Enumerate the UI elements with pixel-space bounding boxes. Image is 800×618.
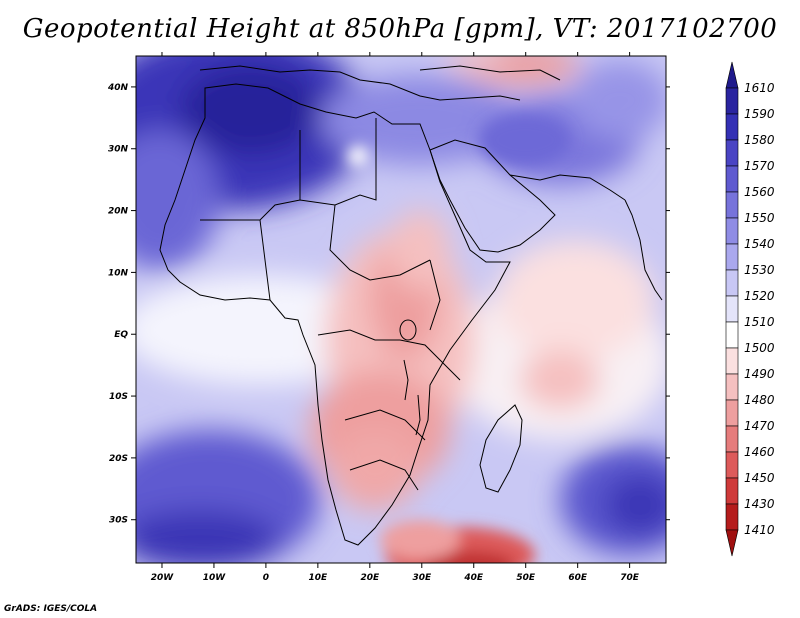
y-tick-label: 10S: [109, 392, 128, 402]
colorbar-swatch: [725, 243, 739, 271]
colorbar-swatch: [725, 503, 739, 531]
x-tick-label: 20W: [151, 573, 175, 583]
chart-title: Geopotential Height at 850hPa [gpm], VT:…: [22, 14, 778, 44]
map-frame: [135, 55, 667, 564]
x-tick-label: 70E: [620, 573, 640, 583]
colorbar-swatch: [725, 477, 739, 505]
colorbar-label: 1430: [744, 497, 775, 511]
colorbar-swatch: [725, 347, 739, 375]
colorbar-swatch: [725, 191, 739, 219]
colorbar-label: 1540: [744, 237, 775, 251]
colorbar-swatch: [725, 217, 739, 245]
colorbar-swatch: [725, 61, 739, 89]
colorbar-swatch: [725, 113, 739, 141]
x-tick-label: 0: [263, 573, 269, 583]
x-tick-label: 10E: [309, 573, 329, 583]
coastlines: [159, 65, 663, 546]
colorbar-label: 1580: [744, 133, 775, 147]
colorbar: 1610 1590 1580 1570 1560 1550 1540 1530 1520 1510…: [725, 61, 775, 557]
colorbar-swatch: [725, 425, 739, 453]
colorbar-swatch: [725, 165, 739, 193]
x-tick-label: 40E: [463, 573, 484, 583]
y-tick-label: 20N: [108, 207, 129, 217]
x-tick-label: 30E: [412, 573, 432, 583]
colorbar-label: 1460: [744, 445, 775, 459]
x-tick-label: 10W: [203, 573, 227, 583]
colorbar-swatch: [725, 373, 739, 401]
colorbar-label: 1590: [744, 107, 775, 121]
x-tick-label: 60E: [568, 573, 588, 583]
colorbar-label: 1510: [744, 315, 775, 329]
colorbar-swatch: [725, 87, 739, 115]
x-tick-label: 20E: [360, 573, 380, 583]
colorbar-label: 1610: [744, 81, 775, 95]
colorbar-label: 1450: [744, 471, 775, 485]
colorbar-label: 1490: [744, 367, 775, 381]
colorbar-swatch: [725, 399, 739, 427]
colorbar-swatch: [725, 451, 739, 479]
y-tick-label: 40N: [107, 83, 129, 93]
colorbar-swatch: [725, 269, 739, 297]
x-axis: 20W 10W 0 10E 20E 30E 40E 50E 60E 70E: [151, 52, 640, 583]
y-tick-label: 30N: [108, 145, 129, 155]
y-tick-label: 10N: [108, 268, 129, 278]
colorbar-label: 1550: [744, 211, 775, 225]
colorbar-swatch: [725, 295, 739, 323]
y-axis: 40N 30N 20N 10N EQ 10S 20S 30S: [107, 83, 670, 526]
colorbar-label: 1530: [744, 263, 775, 277]
colorbar-swatch: [725, 529, 739, 557]
colorbar-swatch: [725, 139, 739, 167]
colorbar-swatch: [725, 321, 739, 349]
colorbar-label: 1520: [744, 289, 775, 303]
colorbar-label: 1480: [744, 393, 775, 407]
height-field: [136, 56, 666, 563]
colorbar-label: 1470: [744, 419, 775, 433]
footer-credit: GrADS: IGES/COLA: [4, 604, 98, 614]
y-tick-label: EQ: [114, 330, 128, 340]
colorbar-label: 1570: [744, 159, 775, 173]
y-tick-label: 20S: [109, 454, 128, 464]
colorbar-label: 1410: [744, 523, 775, 537]
x-tick-label: 50E: [516, 573, 536, 583]
colorbar-label: 1560: [744, 185, 775, 199]
y-tick-label: 30S: [109, 516, 128, 526]
colorbar-label: 1500: [744, 341, 775, 355]
